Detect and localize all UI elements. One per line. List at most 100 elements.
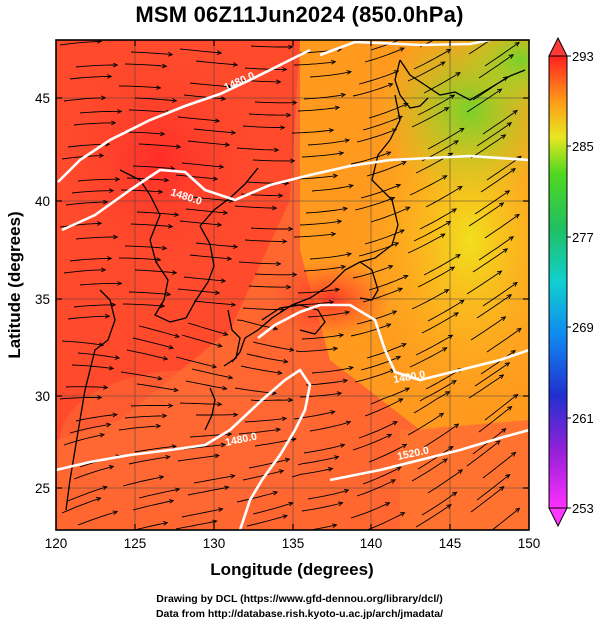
streamline-arrowhead xyxy=(510,350,516,355)
streamline xyxy=(415,504,452,528)
streamline-arrowhead xyxy=(167,51,174,57)
streamline xyxy=(193,300,236,306)
streamline-arrowhead xyxy=(114,355,121,360)
streamline xyxy=(252,159,295,162)
streamline xyxy=(75,64,118,68)
streamline-arrowhead xyxy=(384,502,391,507)
streamline-arrowhead xyxy=(401,161,407,166)
streamline xyxy=(234,205,277,209)
streamline xyxy=(244,417,287,423)
streamline xyxy=(466,88,502,113)
streamline xyxy=(195,242,238,248)
streamline-arrowhead xyxy=(157,375,163,381)
credit-drawing: Drawing by DCL (https://www.gfd-dennou.o… xyxy=(156,593,443,605)
lat-lon-grid xyxy=(56,40,529,530)
colorbar-label: 293 xyxy=(572,49,594,64)
streamline xyxy=(427,469,463,494)
streamline-arrowhead xyxy=(328,128,335,133)
streamline xyxy=(75,236,118,240)
streamline xyxy=(360,356,401,371)
streamline-arrowhead xyxy=(449,266,456,272)
streamline xyxy=(303,444,345,454)
streamline xyxy=(466,440,501,467)
streamline xyxy=(352,265,393,279)
streamline xyxy=(484,394,518,421)
streamline xyxy=(179,220,222,226)
streamline xyxy=(128,456,170,465)
streamline-arrowhead xyxy=(97,395,103,400)
streamline xyxy=(417,266,455,288)
colorbar-label: 253 xyxy=(572,501,594,516)
streamline xyxy=(63,434,105,446)
streamline-arrowhead xyxy=(275,427,282,433)
streamline xyxy=(468,40,492,55)
streamline xyxy=(122,303,165,307)
streamline-arrowhead xyxy=(155,423,162,429)
streamline-arrowhead xyxy=(340,443,346,448)
streamline xyxy=(309,421,351,432)
streamline-arrowhead xyxy=(444,107,450,112)
streamline xyxy=(291,468,333,478)
streamline-arrowhead xyxy=(452,491,458,497)
streamline xyxy=(67,315,110,320)
streamline xyxy=(191,368,233,379)
streamline xyxy=(311,184,354,192)
streamline xyxy=(419,208,457,230)
streamline-arrowhead xyxy=(226,256,233,262)
streamline xyxy=(69,423,111,434)
streamline xyxy=(242,470,284,481)
streamline xyxy=(179,48,222,54)
streamline-arrowhead xyxy=(340,264,347,270)
streamline-arrowhead xyxy=(511,451,517,457)
x-tick-label: 150 xyxy=(518,536,541,551)
colorbar-top-arrow xyxy=(548,36,568,57)
streamline xyxy=(356,128,397,143)
x-tick-label: 140 xyxy=(360,536,383,551)
streamline-arrowhead xyxy=(399,512,406,517)
colorbar-label: 269 xyxy=(572,320,594,335)
streamline-arrowhead xyxy=(442,458,448,464)
streamline-arrowhead xyxy=(216,222,223,228)
streamline xyxy=(482,110,518,135)
streamline xyxy=(368,275,408,291)
streamline xyxy=(421,312,459,334)
streamline-arrowhead xyxy=(220,442,227,448)
streamline xyxy=(79,282,122,286)
streamline-arrowhead xyxy=(389,196,396,202)
streamline-arrowhead xyxy=(506,122,513,127)
streamline-arrowhead xyxy=(216,50,223,56)
streamline xyxy=(472,248,508,273)
x-tick-label: 145 xyxy=(439,536,462,551)
streamline-arrowhead xyxy=(223,331,229,336)
streamline-arrowhead xyxy=(220,278,227,284)
streamline xyxy=(470,486,505,513)
streamline xyxy=(67,486,108,502)
streamline xyxy=(242,307,285,311)
streamline xyxy=(307,311,350,318)
streamline xyxy=(134,269,177,274)
streamline xyxy=(128,291,171,295)
streamline-arrowhead xyxy=(233,412,239,418)
x-tick-label: 125 xyxy=(124,536,147,551)
streamline xyxy=(413,221,451,242)
streamline xyxy=(423,423,459,448)
streamline-arrowhead xyxy=(338,333,345,338)
streamline-arrowhead xyxy=(399,229,405,234)
streamline xyxy=(354,197,395,211)
streamline-arrowhead xyxy=(516,327,522,333)
credit-data: Data from http://database.rish.kyoto-u.a… xyxy=(155,608,444,620)
streamline xyxy=(61,340,104,346)
streamline-arrowhead xyxy=(230,473,236,479)
colorbar-label: 277 xyxy=(572,230,594,245)
streamline xyxy=(73,122,116,126)
streamline xyxy=(474,362,510,387)
streamline xyxy=(425,186,463,208)
streamline-arrowhead xyxy=(395,355,402,361)
streamline xyxy=(307,489,349,500)
streamline xyxy=(193,128,236,134)
streamline-arrowhead xyxy=(278,193,284,199)
streamline xyxy=(187,322,228,336)
streamline xyxy=(356,310,397,325)
streamline xyxy=(120,371,162,380)
streamline-arrowhead xyxy=(496,270,503,276)
